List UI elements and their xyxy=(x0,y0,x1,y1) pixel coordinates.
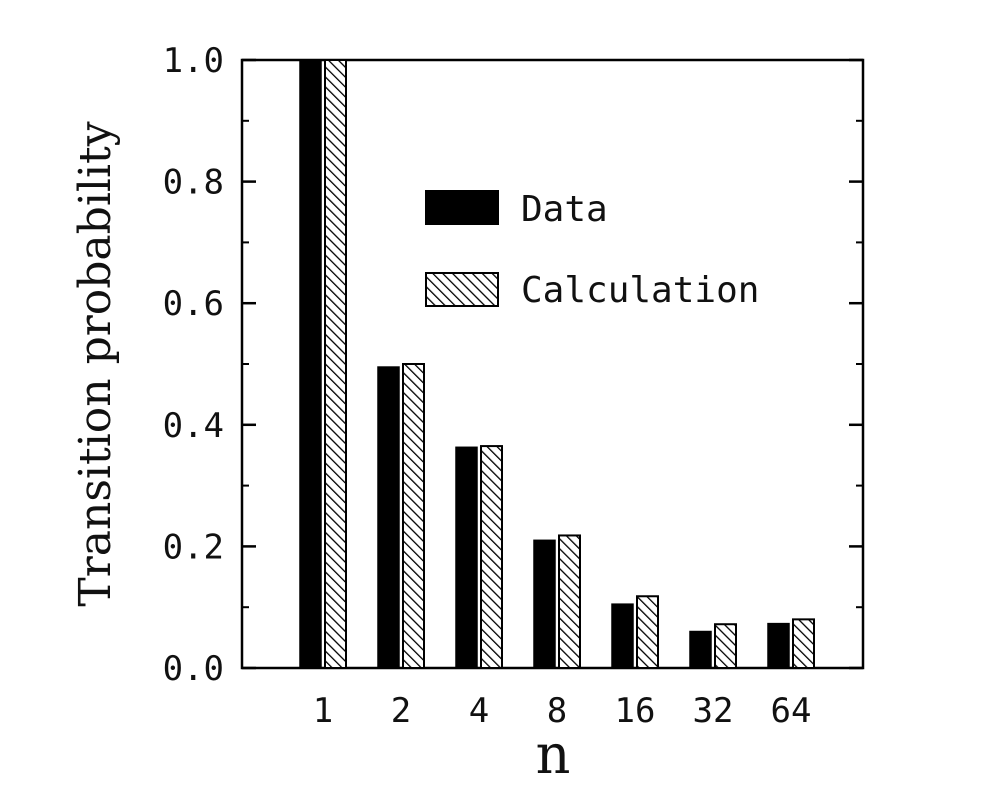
bars-group xyxy=(299,59,815,669)
x-tick-label: 4 xyxy=(469,691,489,731)
y-axis: 0.0 0.2 0.4 0.6 0.8 1.0 xyxy=(163,41,863,689)
bar-calculation xyxy=(324,59,347,669)
x-tick-label: 8 xyxy=(547,691,567,731)
bar-calculation xyxy=(480,445,503,669)
legend-swatch-calculation xyxy=(425,272,499,307)
x-tick-label: 1 xyxy=(313,691,333,731)
x-axis: 1 2 4 8 16 32 64 xyxy=(313,691,812,731)
x-tick-label: 32 xyxy=(693,691,734,731)
bar-calculation xyxy=(714,623,737,669)
bar-calculation xyxy=(402,363,425,669)
x-tick-label: 2 xyxy=(391,691,411,731)
bar-data xyxy=(455,446,478,669)
bar-data xyxy=(611,603,634,669)
x-tick-label: 64 xyxy=(771,691,812,731)
bar-data xyxy=(689,630,712,669)
bar-data xyxy=(533,539,556,669)
bar-data xyxy=(377,366,400,669)
x-axis-title: n xyxy=(536,723,571,786)
bar-calculation xyxy=(558,534,581,669)
bar-data xyxy=(299,59,322,669)
legend: Data Calculation xyxy=(425,189,759,311)
y-tick-label: 0.2 xyxy=(163,527,224,567)
legend-swatch-data xyxy=(425,190,499,225)
y-tick-label: 1.0 xyxy=(163,41,224,81)
y-tick-label: 0.6 xyxy=(163,284,224,324)
x-tick-label: 16 xyxy=(615,691,656,731)
legend-label-calculation: Calculation xyxy=(521,270,759,311)
bar-calculation xyxy=(636,595,659,669)
y-tick-label: 0.4 xyxy=(163,406,224,446)
bar-calculation xyxy=(792,618,815,669)
legend-label-data: Data xyxy=(521,189,608,230)
y-tick-label: 0.0 xyxy=(163,649,224,689)
y-axis-title: Transition probability xyxy=(70,121,121,606)
bar-data xyxy=(767,622,790,669)
y-tick-label: 0.8 xyxy=(163,163,224,203)
